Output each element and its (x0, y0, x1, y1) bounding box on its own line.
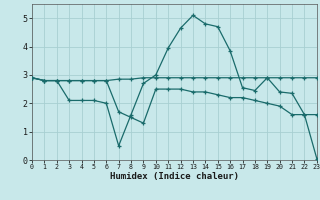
X-axis label: Humidex (Indice chaleur): Humidex (Indice chaleur) (110, 172, 239, 181)
